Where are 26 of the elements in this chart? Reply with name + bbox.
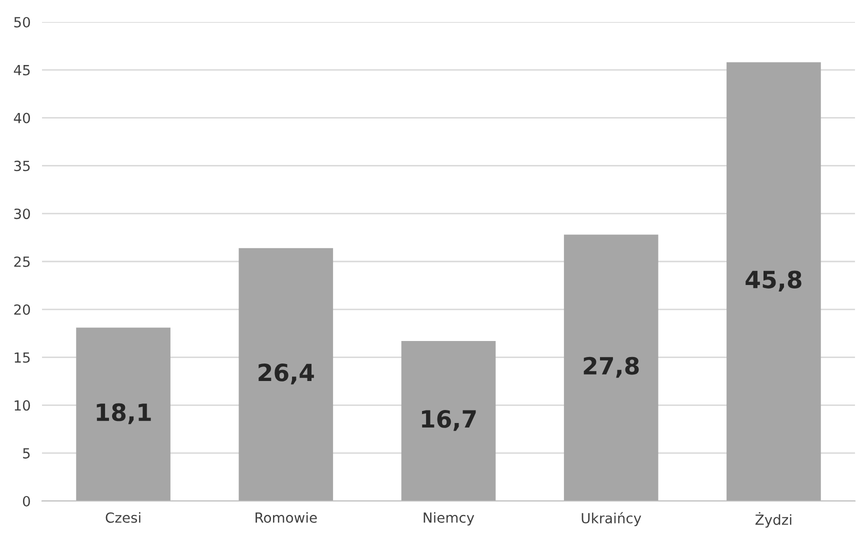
- y-tick-label: 50: [14, 16, 30, 28]
- y-tick-label: 15: [14, 352, 30, 363]
- data-label: 26,4: [258, 364, 314, 384]
- data-label: 18,1: [96, 403, 151, 424]
- y-tick-label: 10: [14, 400, 30, 411]
- data-label: 27,8: [584, 356, 639, 378]
- y-tick-label: 30: [14, 208, 30, 220]
- y-tick-label: 5: [23, 448, 30, 459]
- x-tick-label: Żydzi: [755, 512, 792, 528]
- y-tick-label: 45: [14, 65, 30, 76]
- y-tick-label: 40: [14, 112, 30, 124]
- x-tick-label: Ukraińcy: [582, 512, 642, 526]
- y-tick-label: 35: [14, 160, 30, 172]
- bar: [238, 248, 334, 501]
- bar: [401, 341, 496, 501]
- x-tick-label: Niemcy: [424, 512, 474, 526]
- x-tick-label: Romowie: [256, 512, 317, 523]
- x-tick-label: Czesi: [106, 512, 140, 523]
- y-tick-label: 20: [14, 304, 30, 315]
- bar: [564, 234, 658, 501]
- data-label: 45,8: [746, 270, 802, 292]
- bar: [76, 328, 170, 501]
- y-tick-label: 25: [14, 256, 30, 267]
- data-label: 16,7: [422, 410, 476, 431]
- bar: [726, 62, 821, 501]
- y-tick-label: 0: [22, 496, 30, 506]
